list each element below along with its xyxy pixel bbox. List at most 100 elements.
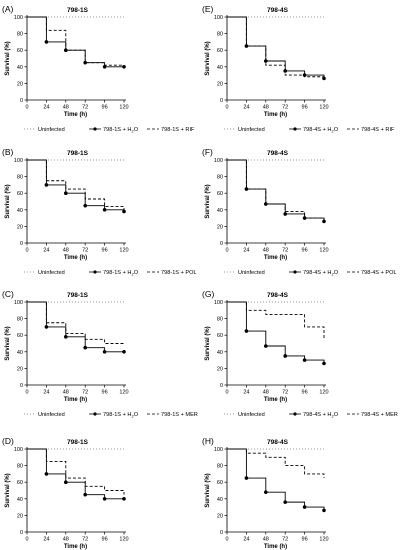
x-tick-label: 96 [302,248,308,254]
data-point [322,76,326,81]
legend-marker [293,127,297,131]
data-point [283,500,288,504]
series-line-2 [27,301,124,344]
legend-marker [293,270,297,274]
data-point [64,191,68,195]
y-tick-label: 0 [220,241,223,247]
legend-label: Uninfected [38,412,65,418]
data-point [44,325,49,329]
series-line-2 [227,159,325,220]
data-point [102,497,107,501]
data-point [44,40,49,44]
panel-label: (A) [2,4,14,14]
legend-marker [293,412,297,416]
y-tick-label: 100 [14,300,23,306]
data-point [322,508,326,513]
y-axis-label: Survival (%) [205,473,211,507]
legend-label: Uninfected [38,270,65,276]
x-tick-label: 0 [225,105,228,111]
legend-marker [93,412,97,416]
chart-panel-e: (E) 798-4S 0 20 40 60 80 100 0 24 48 72 96 120 Time (h… [202,4,395,134]
x-axis-label: Time (h) [64,255,87,261]
legend-label: 798-4S + H2​O [303,270,339,277]
series-line-2 [227,448,325,479]
x-tick-label: 48 [263,105,269,111]
panel-label: (C) [2,289,14,299]
data-point [283,212,288,216]
y-tick-label: 60 [217,191,223,197]
data-point [83,203,87,208]
chart-panel-a: (A) 798-1S 0 20 40 60 80 100 0 24 48 72 96 120 Time (h… [2,4,195,134]
chart-title: 798-1S [67,292,89,299]
y-tick-label: 0 [20,530,23,536]
chart-panel-d: (D) 798-1S 0 20 40 60 80 100 0 24 48 72 96 120 Time (h… [2,436,129,550]
series-line-1 [227,16,325,79]
data-point [83,345,87,350]
x-tick-label: 120 [319,248,328,254]
x-tick-label: 48 [263,537,269,543]
x-tick-label: 96 [102,105,108,111]
y-axis-label: Survival (%) [5,184,11,218]
legend-label: 798-4S + H2​O [303,127,339,134]
x-tick-label: 120 [119,537,128,543]
y-tick-label: 60 [17,191,23,197]
y-tick-label: 20 [217,513,223,519]
series-line-1 [27,16,124,68]
data-point [44,183,49,187]
data-point [102,350,107,354]
data-point [283,354,288,358]
x-tick-label: 0 [225,537,228,543]
legend-label: 798-1S + POL [161,270,197,276]
series-line-2 [227,301,325,340]
series-line-1 [227,448,325,511]
data-point [322,361,326,366]
legend-label: 798-4S + POL [361,270,397,276]
y-tick-label: 40 [17,497,23,503]
x-tick-label: 48 [63,537,69,543]
y-tick-label: 60 [17,48,23,54]
y-tick-label: 80 [217,464,223,470]
chart-title: 798-4S [267,439,289,446]
x-tick-label: 48 [63,248,69,254]
legend-label: Uninfected [238,127,265,133]
series-line-2 [27,448,125,495]
x-tick-label: 72 [282,248,288,254]
y-tick-label: 40 [217,208,223,214]
x-axis-label: Time (h) [264,397,287,403]
y-tick-label: 100 [14,447,23,453]
legend-label: 798-4S + MER [361,412,398,418]
y-tick-label: 100 [214,15,223,21]
x-tick-label: 96 [302,105,308,111]
y-tick-label: 0 [220,383,223,389]
series-line-2 [27,159,125,210]
y-tick-label: 20 [217,366,223,372]
chart-panel-c: (C) 798-1S 0 20 40 60 80 100 0 24 48 72 96 120 Time (h… [2,289,198,419]
data-point [122,65,126,69]
x-tick-label: 96 [302,390,308,396]
chart-title: 798-4S [267,7,289,14]
x-tick-label: 48 [263,248,269,254]
data-point [122,350,126,354]
data-point [244,44,249,48]
x-tick-label: 48 [63,105,69,111]
x-axis-label: Time (h) [64,112,87,118]
x-tick-label: 0 [25,537,28,543]
chart-title: 798-4S [267,150,289,157]
chart-panel-g: (G) 798-4S 0 20 40 60 80 100 0 24 48 72 96 120 Time (h… [202,289,398,419]
legend-marker [93,127,97,131]
y-tick-label: 0 [20,383,23,389]
legend-label: Uninfected [238,412,265,418]
legend-label: 798-1S + MER [161,412,198,418]
x-axis-label: Time (h) [264,255,287,261]
y-tick-label: 20 [17,224,23,230]
y-tick-label: 60 [17,480,23,486]
x-tick-label: 72 [82,537,88,543]
y-tick-label: 0 [20,241,23,247]
panel-label: (B) [2,147,14,157]
data-point [83,492,87,497]
chart-title: 798-1S [67,439,89,446]
y-tick-label: 60 [17,333,23,339]
y-tick-label: 60 [217,333,223,339]
x-tick-label: 24 [43,390,49,396]
x-tick-label: 24 [43,105,49,111]
